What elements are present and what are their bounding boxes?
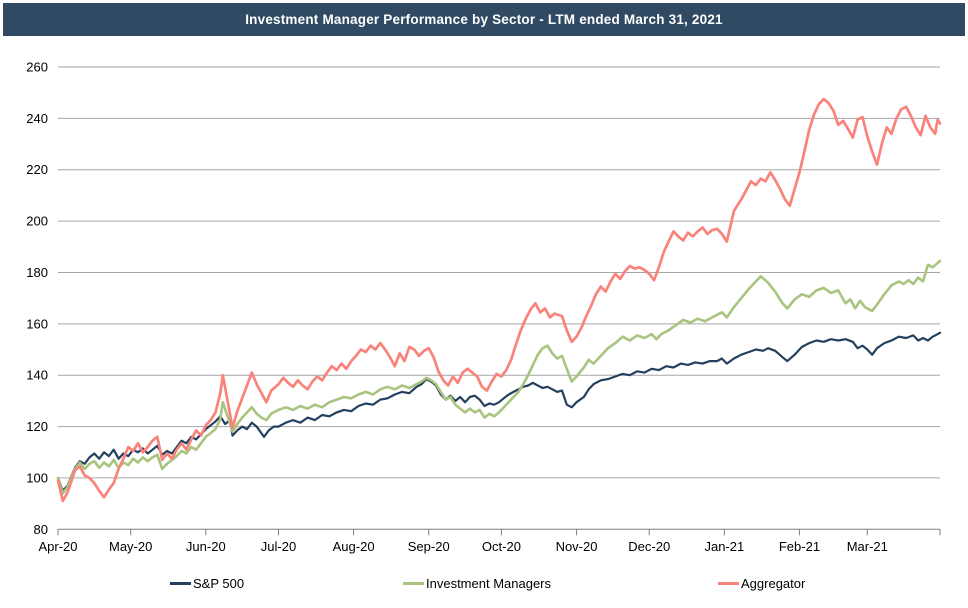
y-axis-tick-label: 120 bbox=[26, 419, 48, 434]
x-axis-tick-label: Mar-21 bbox=[847, 539, 888, 554]
x-axis-tick-label: Nov-20 bbox=[556, 539, 598, 554]
investment-managers-line-swatch bbox=[403, 581, 424, 585]
y-axis-tick-label: 140 bbox=[26, 368, 48, 383]
chart-legend: S&P 500 Investment Managers Aggregator bbox=[0, 575, 968, 597]
legend-label-sp500: S&P 500 bbox=[193, 575, 245, 591]
y-axis-tick-label: 80 bbox=[34, 522, 48, 537]
x-axis-tick-label: Oct-20 bbox=[482, 539, 521, 554]
x-axis-tick-label: Jun-20 bbox=[186, 539, 226, 554]
legend-label-aggregator: Aggregator bbox=[741, 575, 806, 591]
sp500-line-swatch bbox=[170, 581, 191, 585]
chart-title-bar: Investment Manager Performance by Sector… bbox=[3, 3, 965, 36]
y-axis-tick-label: 180 bbox=[26, 265, 48, 280]
x-axis-tick-label: Aug-20 bbox=[333, 539, 375, 554]
x-axis-tick-label: Sep-20 bbox=[408, 539, 450, 554]
series-line-s-p-500 bbox=[56, 331, 942, 492]
x-axis-tick-label: Dec-20 bbox=[628, 539, 670, 554]
y-axis-tick-label: 260 bbox=[26, 60, 48, 75]
legend-item-investment-managers: Investment Managers bbox=[403, 575, 551, 591]
x-axis-tick-label: May-20 bbox=[109, 539, 152, 554]
legend-item-sp500: S&P 500 bbox=[170, 575, 244, 591]
x-axis-tick-label: Feb-21 bbox=[779, 539, 820, 554]
chart-title: Investment Manager Performance by Sector… bbox=[245, 12, 723, 27]
x-axis-tick-label: Jul-20 bbox=[261, 539, 296, 554]
y-axis-tick-label: 240 bbox=[26, 111, 48, 126]
aggregator-line-swatch bbox=[718, 581, 739, 585]
y-axis-tick-label: 100 bbox=[26, 470, 48, 485]
series-line-aggregator bbox=[56, 97, 942, 503]
y-axis-tick-label: 220 bbox=[26, 162, 48, 177]
y-axis-tick-label: 160 bbox=[26, 316, 48, 331]
x-axis-tick-label: Apr-20 bbox=[38, 539, 77, 554]
x-axis-tick-label: Jan-21 bbox=[704, 539, 744, 554]
series-line-investment-managers bbox=[56, 259, 942, 495]
y-axis-tick-label: 200 bbox=[26, 214, 48, 229]
legend-item-aggregator: Aggregator bbox=[718, 575, 805, 591]
legend-label-investment-managers: Investment Managers bbox=[426, 575, 552, 591]
